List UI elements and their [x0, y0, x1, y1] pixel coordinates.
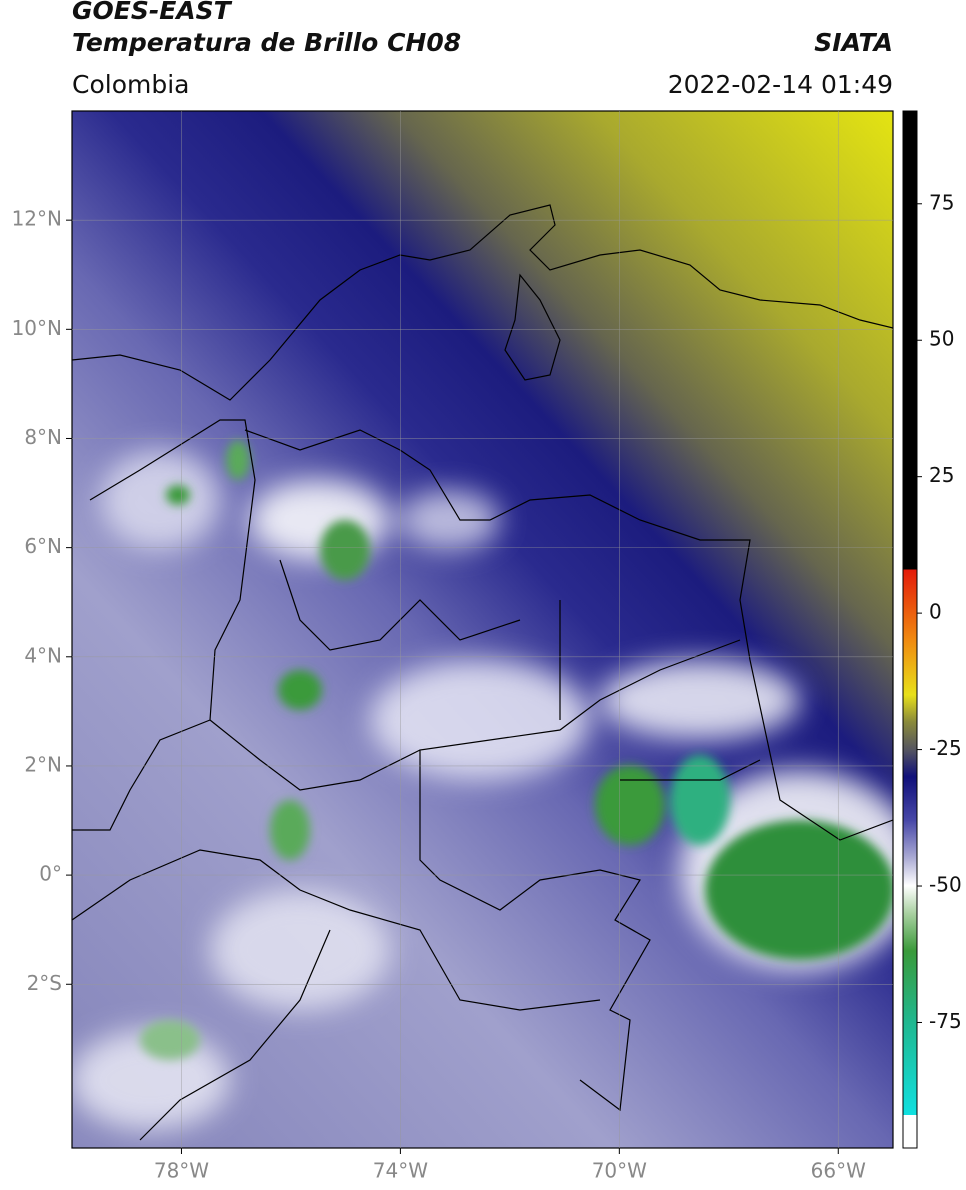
satellite-image — [72, 111, 893, 1148]
x-tick-label: 66°W — [811, 1159, 866, 1183]
title: GOES-EAST — [72, 0, 231, 25]
y-tick-label: 0° — [39, 862, 62, 886]
y-tick-label: 4°N — [24, 643, 62, 667]
subtitle: Temperatura de Brillo CH08 — [72, 28, 462, 57]
y-tick-label: 10°N — [12, 316, 62, 340]
region: Colombia — [72, 70, 190, 99]
colorbar-tick-label: 25 — [929, 463, 954, 487]
map-frame — [71, 110, 894, 1149]
timestamp: 2022-02-14 01:49 — [667, 70, 893, 99]
x-tick-label: 78°W — [154, 1159, 209, 1183]
y-tick-label: 12°N — [12, 207, 62, 231]
y-tick-label: 2°N — [24, 752, 62, 776]
y-tick-label: 8°N — [24, 425, 62, 449]
colorbar-tick-label: -25 — [929, 736, 962, 760]
x-tick-label: 70°W — [592, 1159, 647, 1183]
colorbar-tick-label: 50 — [929, 327, 954, 351]
x-tick-label: 74°W — [373, 1159, 428, 1183]
colorbar-tick-label: -50 — [929, 873, 962, 897]
colorbar — [902, 110, 918, 1149]
source: SIATA — [814, 28, 893, 57]
y-tick-label: 2°S — [27, 971, 62, 995]
colorbar-tick-label: 75 — [929, 190, 954, 214]
colorbar-tick-label: 0 — [929, 600, 942, 624]
y-tick-label: 6°N — [24, 534, 62, 558]
colorbar-tick-label: -75 — [929, 1009, 962, 1033]
